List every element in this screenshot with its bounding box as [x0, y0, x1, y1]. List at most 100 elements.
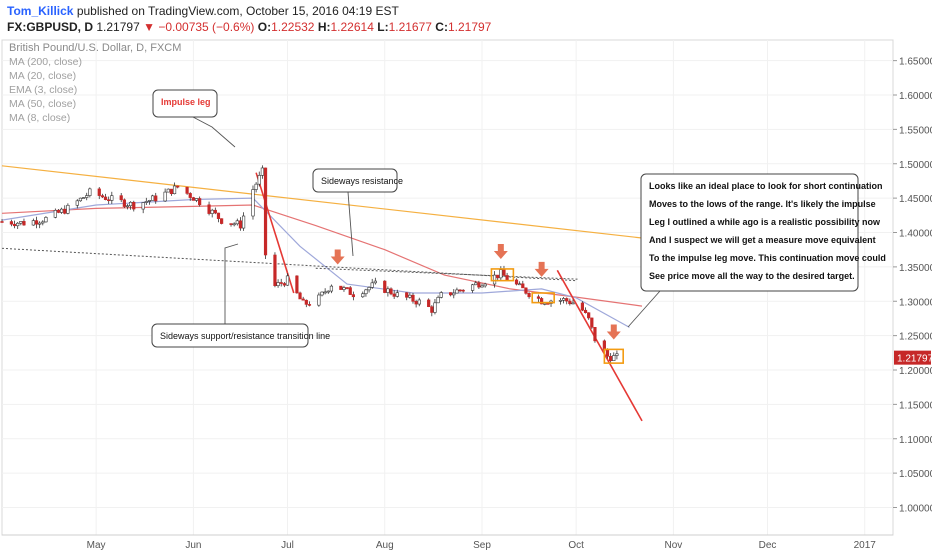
commentary-callout-text: And I suspect we will get a measure move…	[649, 235, 876, 245]
candle-body	[125, 205, 130, 208]
candle	[439, 291, 443, 299]
candle	[483, 282, 487, 288]
candle	[329, 284, 334, 294]
candle-body	[150, 195, 155, 201]
candle-body	[561, 298, 566, 301]
candle	[207, 201, 211, 216]
candle	[370, 278, 374, 289]
candle	[411, 292, 415, 304]
candle	[518, 281, 522, 286]
candle-body	[154, 195, 158, 202]
candle-body	[593, 327, 597, 342]
candle	[521, 280, 525, 289]
candle	[492, 271, 497, 288]
candle	[251, 185, 255, 220]
candle	[383, 280, 387, 294]
candle-body	[411, 294, 415, 302]
candle-body	[119, 195, 123, 201]
y-tick-label: 1.25000	[899, 332, 932, 343]
candle	[150, 194, 155, 201]
candle-body	[273, 254, 277, 286]
commentary-callout-text: See price move all the way to the desire…	[649, 271, 855, 281]
close-value: 1.21797	[447, 20, 492, 34]
transition-callout-box	[151, 323, 309, 348]
projected-leg-line	[556, 269, 643, 422]
candle-body	[295, 275, 299, 294]
candle	[194, 198, 199, 203]
candle	[458, 289, 462, 293]
candle	[395, 289, 399, 298]
author-link[interactable]: Tom_Killick	[7, 4, 74, 18]
candle-body	[304, 299, 308, 305]
candle	[56, 208, 61, 214]
candle	[185, 186, 189, 195]
candle	[568, 298, 572, 306]
candle	[386, 286, 390, 297]
candle	[19, 221, 23, 226]
candle-body	[12, 223, 17, 227]
candle-body	[38, 222, 42, 225]
legend-item: MA (20, close)	[9, 70, 76, 82]
candle	[107, 196, 111, 204]
candle-body	[364, 289, 368, 295]
candle	[235, 218, 239, 226]
candle	[392, 290, 396, 299]
candle-body	[433, 302, 437, 313]
candle-body	[251, 189, 255, 217]
candle-body	[483, 283, 487, 287]
resistance-callout: Sideways resistance	[312, 168, 403, 257]
candle-body	[141, 202, 145, 210]
candle	[433, 299, 437, 315]
candle	[461, 289, 465, 293]
candle	[176, 185, 180, 189]
candle	[414, 299, 418, 308]
candle-body	[81, 197, 86, 199]
candle	[455, 287, 459, 294]
candle	[141, 202, 145, 214]
close-label: C:	[435, 20, 448, 34]
candle	[593, 327, 597, 343]
candle-body	[455, 289, 459, 294]
candle	[172, 182, 177, 195]
candle-body	[41, 221, 45, 224]
candle-body	[427, 299, 431, 308]
candle-body	[282, 283, 286, 286]
candle-body	[452, 292, 456, 296]
candle-body	[492, 274, 497, 285]
candle-body	[527, 293, 531, 298]
candle-body	[103, 196, 108, 201]
transition-callout-text: Sideways support/resistance transition l…	[160, 331, 330, 341]
candle-body	[132, 201, 136, 210]
candle	[430, 305, 434, 317]
candle	[367, 286, 371, 293]
candle	[38, 221, 42, 229]
candle-body	[198, 198, 202, 206]
price-change: −0.00735 (−0.6%)	[158, 20, 255, 34]
impulse-callout-box	[152, 89, 218, 118]
candle-body	[609, 355, 613, 361]
candle	[477, 280, 481, 289]
candle	[53, 208, 57, 219]
y-tick-label: 1.60000	[899, 91, 932, 102]
open-value: 1.22532	[271, 20, 315, 34]
candle-body	[449, 292, 453, 296]
candle	[210, 208, 214, 218]
candle-body	[367, 287, 371, 291]
candle-body	[342, 287, 346, 290]
price-chart[interactable]: 1.65000 1.60000 1.55000 1.50000 1.45000 1.400…	[0, 37, 932, 551]
candle	[103, 193, 108, 201]
candle-body	[439, 292, 443, 298]
candle-body	[16, 222, 20, 227]
candle-body	[63, 208, 67, 214]
candle-body	[458, 289, 462, 292]
candle-body	[540, 298, 544, 305]
candle	[364, 288, 368, 297]
candle	[166, 188, 170, 193]
candle	[188, 192, 192, 201]
candle	[169, 188, 174, 196]
candle	[301, 296, 305, 301]
candle	[615, 350, 619, 360]
candle	[405, 292, 409, 301]
chart-area[interactable]: 1.65000 1.60000 1.55000 1.50000 1.45000 1.400…	[0, 37, 932, 551]
candle	[273, 252, 277, 288]
